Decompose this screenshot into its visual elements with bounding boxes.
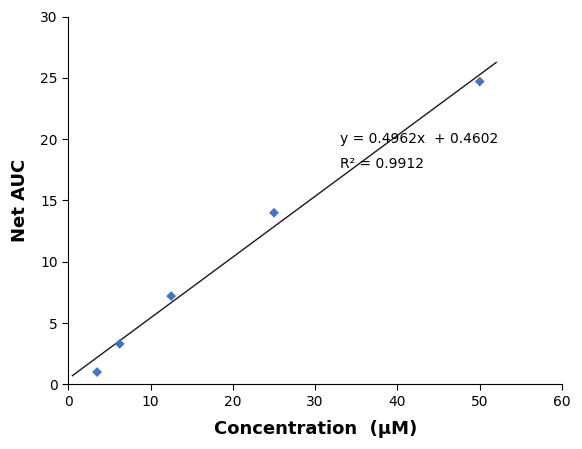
X-axis label: Concentration  (μM): Concentration (μM) (214, 420, 417, 438)
Point (166, 292, 176, 299)
Y-axis label: Net AUC: Net AUC (11, 159, 29, 242)
Text: y = 0.4962x  + 0.4602
R² = 0.9912: y = 0.4962x + 0.4602 R² = 0.9912 (340, 132, 498, 171)
Point (475, 78, 484, 85)
Point (115, 340, 125, 348)
Point (93, 369, 102, 376)
Point (269, 209, 279, 216)
